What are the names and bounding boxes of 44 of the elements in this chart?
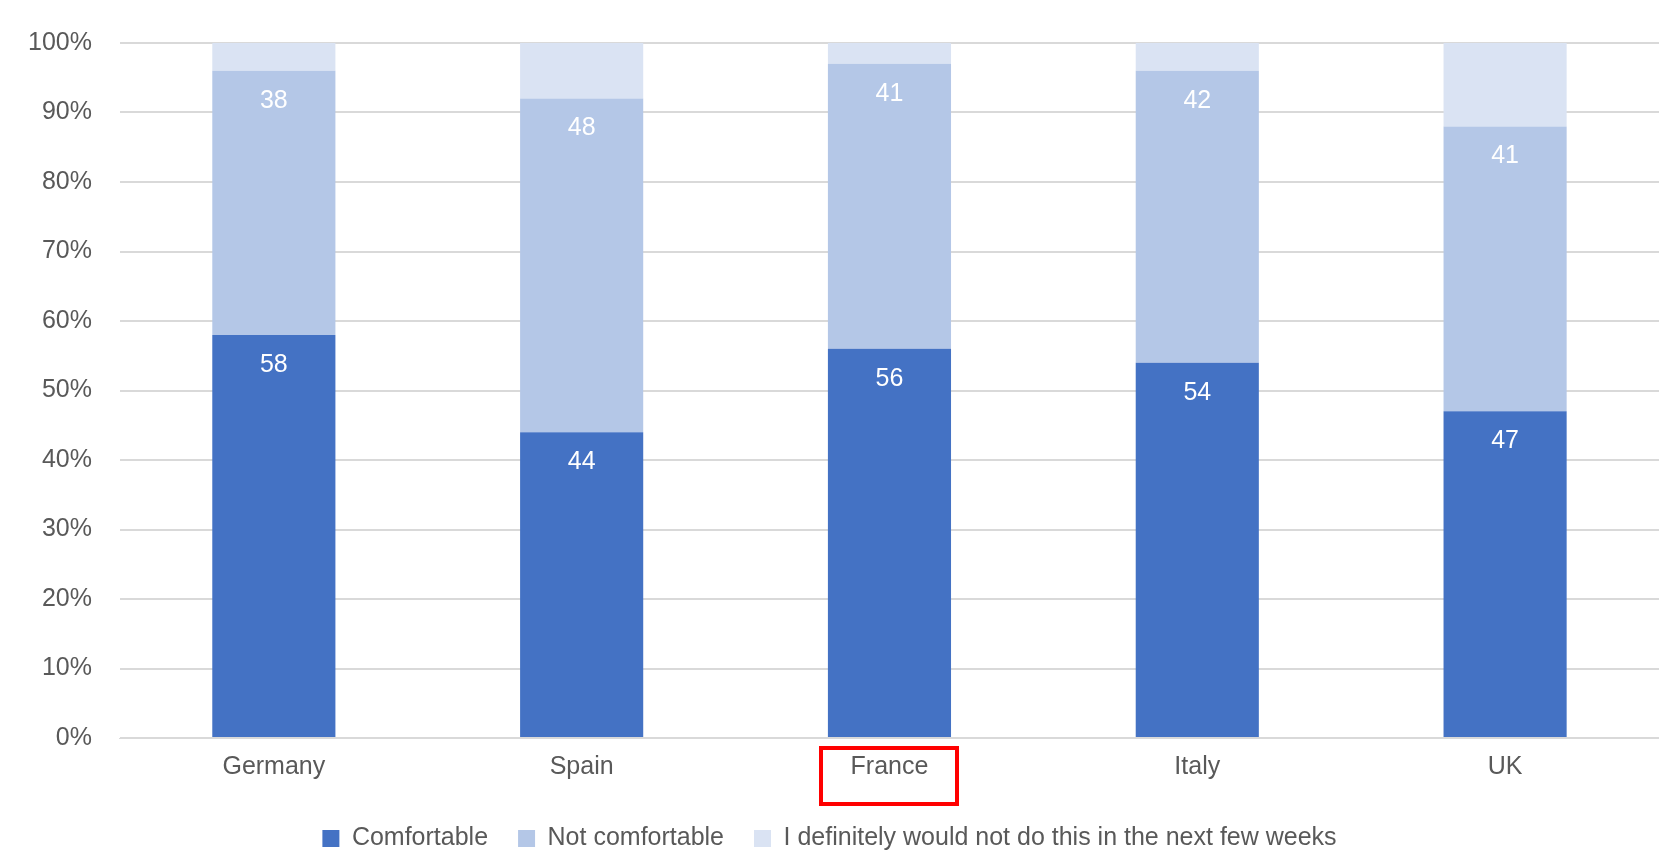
legend-label: Not comfortable [547,822,725,851]
bar [827,348,952,737]
y-tick-label: 30% [41,513,92,542]
data-label: 47 [1491,425,1519,454]
bar [212,43,336,71]
data-label: 41 [1491,140,1519,169]
bar [520,432,644,737]
data-label: 42 [1183,84,1212,113]
legend-label: I definitely would not do this in the next few weeks [783,822,1337,851]
x-tick-label: UK [1487,750,1523,779]
data-label: 56 [875,362,904,391]
bar [1443,411,1567,737]
data-label: 38 [259,84,288,113]
y-tick-label: 60% [41,304,92,333]
y-tick-label: 90% [41,96,92,125]
x-tick-label: Spain [549,750,614,779]
bar [1443,126,1567,412]
legend-label: Comfortable [351,822,489,851]
bar [520,43,644,99]
bar [1135,43,1259,71]
bar [520,98,644,433]
y-tick-label: 40% [41,443,92,472]
data-label: 44 [567,446,596,475]
data-label: 54 [1183,376,1212,405]
x-tick-label: Germany [222,750,326,779]
y-tick-label: 100% [27,26,92,55]
y-tick-label: 80% [41,165,92,194]
bar [212,70,336,335]
y-tick-label: 10% [41,652,92,681]
y-tick-label: 50% [41,374,92,403]
data-label: 41 [875,77,904,106]
x-tick-label: France [850,750,929,779]
y-tick-label: 20% [41,582,92,611]
bar [212,334,336,737]
y-tick-label: 70% [41,235,92,264]
bar [1135,362,1259,737]
data-label: 48 [567,112,596,141]
y-tick-label: 0% [55,721,92,750]
bar [827,63,952,349]
data-label: 58 [259,348,288,377]
bar [1135,70,1259,363]
x-tick-label: Italy [1174,750,1221,779]
bar [1443,43,1567,127]
bar [827,43,952,64]
